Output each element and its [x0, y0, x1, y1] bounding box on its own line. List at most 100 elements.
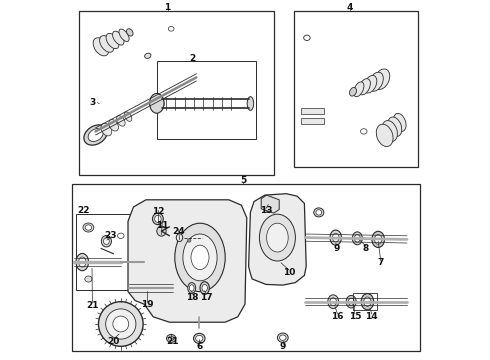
- Ellipse shape: [259, 214, 295, 261]
- Text: 22: 22: [77, 206, 90, 215]
- Ellipse shape: [117, 116, 125, 126]
- Circle shape: [113, 316, 129, 332]
- Ellipse shape: [382, 121, 397, 141]
- Text: 16: 16: [331, 312, 344, 321]
- Ellipse shape: [101, 123, 112, 136]
- Text: 21: 21: [86, 301, 98, 310]
- Ellipse shape: [267, 223, 288, 252]
- Text: 7: 7: [377, 258, 384, 267]
- Ellipse shape: [88, 129, 103, 141]
- Text: 9: 9: [280, 342, 286, 351]
- Ellipse shape: [119, 29, 129, 41]
- Ellipse shape: [106, 33, 119, 49]
- Polygon shape: [128, 200, 247, 322]
- Polygon shape: [248, 194, 306, 285]
- Ellipse shape: [196, 336, 203, 341]
- Text: 14: 14: [366, 312, 378, 321]
- Ellipse shape: [85, 276, 92, 282]
- Ellipse shape: [364, 297, 371, 306]
- Ellipse shape: [83, 223, 94, 232]
- Ellipse shape: [369, 72, 383, 91]
- Bar: [76, 214, 143, 290]
- Ellipse shape: [361, 129, 367, 134]
- Circle shape: [106, 309, 136, 339]
- Ellipse shape: [103, 238, 109, 244]
- Ellipse shape: [109, 120, 119, 131]
- Ellipse shape: [280, 335, 286, 341]
- Ellipse shape: [393, 113, 406, 131]
- Text: 5: 5: [240, 176, 246, 185]
- Ellipse shape: [194, 333, 205, 343]
- Polygon shape: [261, 195, 279, 213]
- Ellipse shape: [79, 257, 86, 267]
- Ellipse shape: [354, 82, 364, 97]
- Text: 21: 21: [166, 338, 178, 346]
- Ellipse shape: [99, 36, 114, 52]
- Bar: [301, 118, 324, 124]
- Circle shape: [187, 239, 191, 242]
- Ellipse shape: [333, 233, 339, 242]
- Ellipse shape: [175, 223, 225, 292]
- Bar: [72, 184, 419, 351]
- Ellipse shape: [76, 253, 89, 271]
- Ellipse shape: [388, 117, 402, 136]
- Ellipse shape: [191, 245, 209, 270]
- Ellipse shape: [348, 298, 354, 305]
- Ellipse shape: [159, 98, 164, 109]
- Ellipse shape: [330, 230, 342, 245]
- Text: 11: 11: [156, 221, 169, 230]
- Ellipse shape: [124, 112, 132, 121]
- Ellipse shape: [372, 231, 385, 248]
- Ellipse shape: [93, 38, 109, 56]
- Ellipse shape: [364, 75, 377, 93]
- Ellipse shape: [188, 283, 196, 293]
- Ellipse shape: [149, 94, 164, 113]
- Ellipse shape: [169, 27, 174, 31]
- Ellipse shape: [101, 235, 111, 247]
- Ellipse shape: [113, 31, 124, 45]
- Ellipse shape: [176, 234, 183, 242]
- Ellipse shape: [374, 69, 390, 89]
- Text: 3: 3: [89, 98, 95, 107]
- Text: 24: 24: [172, 227, 185, 236]
- Text: 8: 8: [363, 244, 368, 253]
- Text: 17: 17: [200, 292, 213, 302]
- Circle shape: [98, 302, 143, 346]
- Ellipse shape: [361, 294, 374, 310]
- Text: 23: 23: [104, 231, 116, 240]
- Ellipse shape: [376, 124, 393, 147]
- Ellipse shape: [183, 234, 217, 281]
- Ellipse shape: [374, 235, 382, 244]
- Ellipse shape: [145, 53, 151, 58]
- Ellipse shape: [328, 295, 339, 309]
- Ellipse shape: [277, 333, 288, 342]
- Text: 19: 19: [141, 300, 153, 309]
- Text: 12: 12: [151, 207, 164, 216]
- Ellipse shape: [354, 235, 360, 242]
- Text: 18: 18: [186, 292, 198, 302]
- Ellipse shape: [157, 226, 166, 236]
- Text: 1: 1: [165, 3, 171, 12]
- Ellipse shape: [314, 208, 324, 217]
- Text: 4: 4: [347, 3, 353, 12]
- Ellipse shape: [359, 78, 370, 95]
- Bar: [301, 108, 324, 114]
- Text: 6: 6: [196, 342, 202, 351]
- Bar: [353, 293, 377, 310]
- Ellipse shape: [84, 125, 107, 145]
- Bar: [294, 11, 418, 167]
- Text: 9: 9: [334, 244, 341, 253]
- Text: 20: 20: [107, 338, 120, 346]
- Ellipse shape: [155, 215, 161, 222]
- Ellipse shape: [349, 87, 357, 96]
- Ellipse shape: [189, 285, 194, 291]
- Text: 2: 2: [190, 54, 196, 63]
- Ellipse shape: [200, 282, 209, 294]
- Ellipse shape: [304, 35, 310, 41]
- Ellipse shape: [330, 298, 337, 306]
- Ellipse shape: [247, 97, 254, 111]
- Ellipse shape: [126, 29, 133, 36]
- Ellipse shape: [169, 336, 174, 341]
- Ellipse shape: [202, 284, 207, 292]
- Ellipse shape: [352, 232, 363, 245]
